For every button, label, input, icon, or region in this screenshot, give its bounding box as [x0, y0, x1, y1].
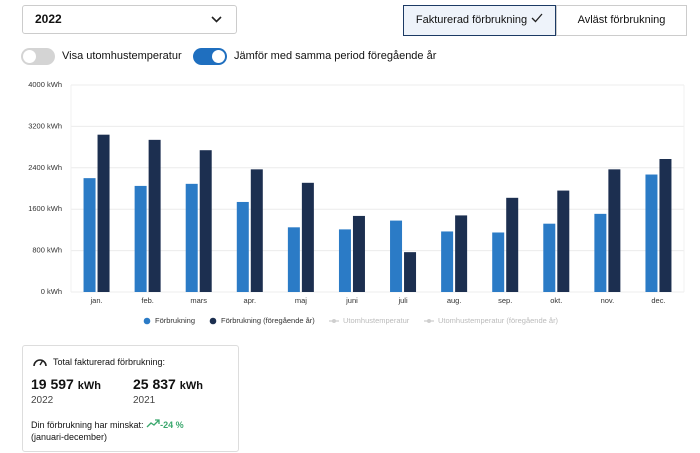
x-tick-label: aug.	[447, 296, 462, 305]
bar	[455, 215, 468, 292]
tab-label: Avläst förbrukning	[577, 14, 666, 26]
bar	[250, 169, 263, 292]
y-tick-label: 1600 kWh	[28, 204, 62, 213]
previous-value: 25 837	[133, 376, 176, 392]
bar	[543, 223, 556, 292]
legend-label: Förbrukning	[155, 316, 195, 325]
x-tick-label: maj	[295, 296, 307, 305]
chevron	[211, 16, 222, 23]
bar	[97, 134, 110, 292]
legend-marker	[143, 317, 151, 325]
legend-marker	[209, 317, 217, 325]
bar	[185, 183, 198, 292]
x-tick-label: mars	[190, 296, 207, 305]
bar	[83, 178, 96, 292]
current-value: 19 597	[31, 376, 74, 392]
legend-label: Utomhustemperatur	[343, 316, 410, 325]
year-value: 2022	[35, 12, 62, 26]
toggle[interactable]	[21, 48, 55, 65]
x-tick-label: jan.	[89, 296, 102, 305]
tab[interactable]: Fakturerad förbrukning	[403, 5, 556, 36]
bar	[287, 227, 300, 292]
y-tick-label: 0 kWh	[41, 287, 62, 296]
change-value: -24 %	[160, 420, 184, 430]
legend-marker	[427, 319, 431, 323]
check-icon	[531, 13, 543, 23]
toggle-label: Visa utomhustemperatur	[62, 50, 182, 62]
x-tick-label: feb.	[141, 296, 154, 305]
legend-marker	[332, 319, 336, 323]
bar	[390, 220, 403, 292]
x-tick-label: sep.	[498, 296, 512, 305]
legend-label: Utomhustemperatur (föregående år)	[438, 316, 559, 325]
y-tick-label: 800 kWh	[32, 246, 62, 255]
toggle[interactable]	[193, 48, 227, 65]
chart: 0 kWh 800 kWh 1600 kWh 2400 kWh 3200 kWh 4000…	[28, 80, 685, 325]
x-tick-label: okt.	[550, 296, 562, 305]
trend-icon	[146, 419, 160, 428]
x-tick-label: juni	[345, 296, 358, 305]
change-text: Din förbrukning har minskat:	[31, 420, 144, 430]
bar	[506, 197, 519, 292]
legend-label: Förbrukning (föregående år)	[221, 316, 315, 325]
x-tick-label: dec.	[651, 296, 665, 305]
y-tick-label: 3200 kWh	[28, 121, 62, 130]
bar	[199, 150, 212, 292]
summary-card: Total fakturerad förbrukning: 19 597 kWh…	[22, 345, 239, 452]
year-select[interactable]: 2022	[22, 5, 237, 34]
y-tick-label: 2400 kWh	[28, 163, 62, 172]
unit: kWh	[77, 380, 101, 392]
bar	[557, 190, 570, 292]
unit: kWh	[179, 380, 203, 392]
gauge-icon	[33, 359, 47, 367]
period: (januari-december)	[31, 432, 108, 442]
bar	[645, 174, 658, 292]
x-tick-label: apr.	[244, 296, 257, 305]
bar	[134, 185, 147, 292]
previous-year: 2021	[133, 395, 156, 406]
current-year: 2022	[31, 395, 54, 406]
toggle-label: Jämför med samma period föregående år	[234, 50, 437, 62]
bar	[338, 229, 351, 292]
bar	[441, 231, 454, 292]
bar	[404, 252, 417, 292]
tab-label: Fakturerad förbrukning	[415, 14, 528, 26]
bar	[148, 139, 161, 292]
x-tick-label: juli	[397, 296, 408, 305]
tab[interactable]: Avläst förbrukning	[556, 5, 687, 36]
bar	[659, 159, 672, 292]
bar	[352, 215, 365, 292]
bar	[492, 232, 505, 292]
summary-title: Total fakturerad förbrukning:	[53, 357, 166, 367]
y-tick-label: 4000 kWh	[28, 80, 62, 89]
bar	[301, 182, 314, 292]
bar	[236, 201, 249, 292]
bar	[608, 169, 621, 292]
x-tick-label: nov.	[601, 296, 615, 305]
bar	[594, 213, 607, 292]
